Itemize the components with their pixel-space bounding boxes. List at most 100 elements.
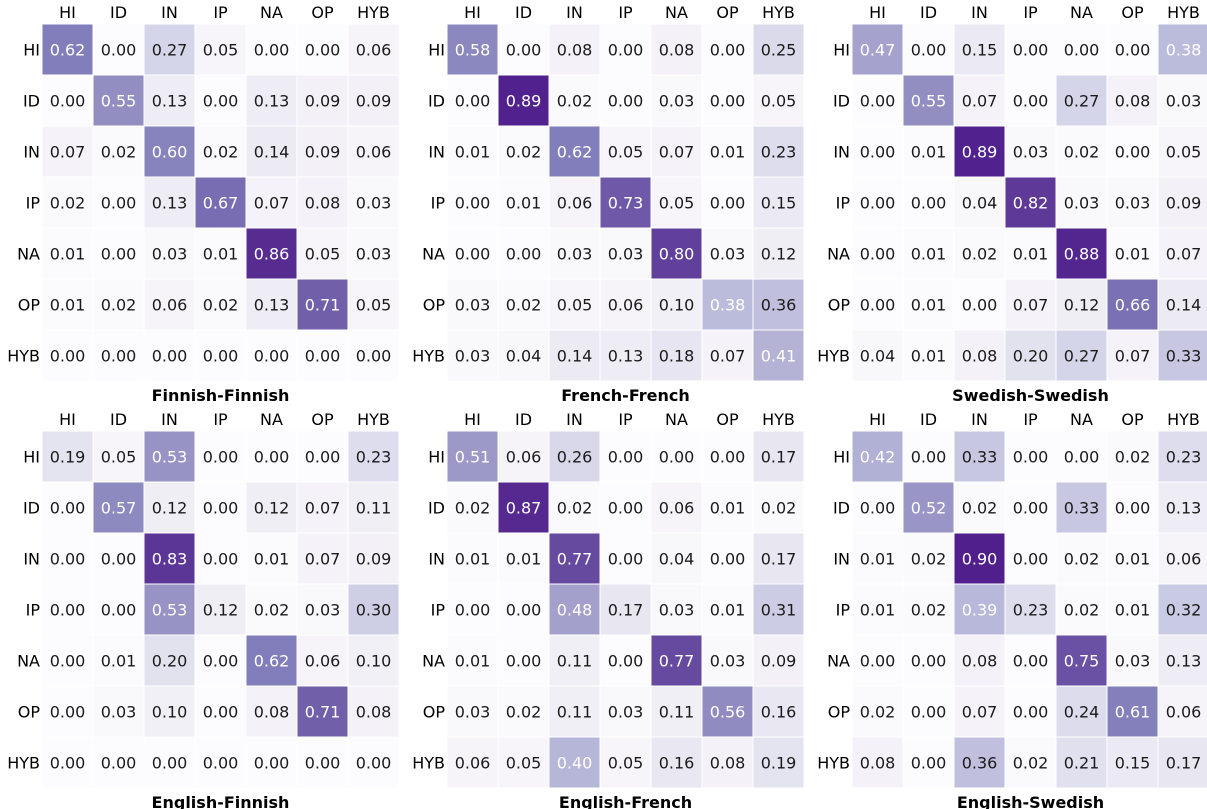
- cell-value-label: 0.05: [659, 194, 695, 213]
- heatmap-cell: [194, 481, 247, 534]
- cell-value-label: 0.02: [50, 194, 86, 213]
- heatmap-cell: [194, 125, 247, 178]
- cell-value-label: 0.27: [1064, 92, 1100, 111]
- heatmap-cell: [902, 227, 955, 280]
- heatmap-cell: [143, 125, 196, 178]
- cell-value-label: 0.40: [557, 754, 593, 773]
- cell-value-label: 0.08: [254, 703, 290, 722]
- cell-value-label: 0.01: [1013, 245, 1049, 264]
- cell-value-label: 0.07: [305, 550, 341, 569]
- cell-value-label: 0.19: [761, 754, 797, 773]
- cell-value-label: 0.00: [710, 41, 746, 60]
- heatmap-cell: [497, 481, 550, 534]
- heatmap-cell: [650, 532, 703, 585]
- cell-value-label: 0.01: [1115, 245, 1151, 264]
- cell-value-label: 0.60: [152, 143, 188, 162]
- y-tick-label: NA: [17, 652, 40, 671]
- heatmap-cell: [41, 532, 94, 585]
- cell-value-label: 0.01: [455, 652, 491, 671]
- cell-value-label: 0.01: [911, 296, 947, 315]
- cell-value-label: 0.00: [203, 448, 239, 467]
- cell-value-label: 0.02: [557, 92, 593, 111]
- x-tick-label: OP: [716, 3, 739, 22]
- heatmap-cell: [347, 278, 400, 331]
- x-tick-label: HYB: [1167, 410, 1200, 429]
- cell-value-label: 0.00: [203, 347, 239, 366]
- heatmap-cell: [953, 74, 1006, 127]
- heatmap-cell: [1106, 176, 1159, 229]
- heatmap-cell: [497, 430, 550, 483]
- heatmap-panel: 0.62 0.00 0.27 0.05 0.00 0.00 0.06 0.00 0.55 0.13…: [7, 3, 400, 405]
- cell-value-label: 0.00: [911, 754, 947, 773]
- cell-value-label: 0.00: [50, 499, 86, 518]
- y-tick-label: ID: [833, 92, 850, 111]
- cell-value-label: 0.00: [305, 41, 341, 60]
- heatmap-cell: [245, 481, 298, 534]
- cell-value-label: 0.48: [557, 601, 593, 620]
- heatmap-cell: [446, 329, 499, 382]
- cell-value-label: 0.02: [506, 296, 542, 315]
- heatmap-cell: [446, 227, 499, 280]
- cell-value-label: 0.13: [254, 296, 290, 315]
- cell-value-label: 0.51: [455, 448, 491, 467]
- cell-value-label: 0.00: [710, 448, 746, 467]
- x-tick-label: HYB: [1167, 3, 1200, 22]
- heatmap-cell: [548, 481, 601, 534]
- cell-value-label: 0.00: [860, 245, 896, 264]
- heatmap-cell: [446, 23, 499, 76]
- heatmap-cell: [902, 481, 955, 534]
- cell-value-label: 0.55: [911, 92, 947, 111]
- heatmap-cell: [143, 736, 196, 789]
- cell-value-label: 0.00: [860, 143, 896, 162]
- y-tick-label: NA: [422, 245, 445, 264]
- cell-value-label: 0.01: [860, 601, 896, 620]
- y-tick-label: ID: [23, 92, 40, 111]
- y-tick-label: HI: [428, 448, 445, 467]
- y-tick-label: HYB: [7, 347, 40, 366]
- heatmap-cell: [497, 736, 550, 789]
- cell-value-label: 0.00: [455, 194, 491, 213]
- cell-value-label: 0.01: [50, 296, 86, 315]
- heatmap-cell: [1055, 430, 1108, 483]
- x-tick-label: ID: [515, 3, 532, 22]
- cell-value-label: 0.16: [761, 703, 797, 722]
- cell-value-label: 0.00: [50, 347, 86, 366]
- cell-value-label: 0.17: [761, 550, 797, 569]
- cell-value-label: 0.00: [152, 347, 188, 366]
- heatmap-cell: [548, 176, 601, 229]
- cell-value-label: 0.06: [356, 41, 392, 60]
- heatmap-cell: [1106, 430, 1159, 483]
- cell-value-label: 0.17: [761, 448, 797, 467]
- cell-value-label: 0.23: [761, 143, 797, 162]
- cell-value-label: 0.03: [455, 296, 491, 315]
- cell-value-label: 0.02: [1013, 754, 1049, 773]
- heatmap-cell: [599, 278, 652, 331]
- cell-value-label: 0.32: [1166, 601, 1202, 620]
- cell-value-label: 0.36: [761, 296, 797, 315]
- heatmap-cell: [1157, 685, 1207, 738]
- cell-value-label: 0.00: [203, 92, 239, 111]
- y-tick-label: OP: [828, 296, 851, 315]
- heatmap-cell: [1106, 532, 1159, 585]
- cell-value-label: 0.08: [305, 194, 341, 213]
- heatmap-cell: [1055, 74, 1108, 127]
- heatmap-cell: [548, 532, 601, 585]
- heatmap-cell: [296, 23, 349, 76]
- cell-value-label: 0.00: [608, 499, 644, 518]
- cell-value-label: 0.10: [152, 703, 188, 722]
- heatmap-cell: [143, 74, 196, 127]
- heatmap-cell: [1157, 430, 1207, 483]
- cell-value-label: 0.00: [860, 499, 896, 518]
- heatmap-cell: [902, 23, 955, 76]
- cell-value-label: 0.00: [1013, 92, 1049, 111]
- heatmap-cell: [752, 583, 805, 636]
- cell-value-label: 0.06: [455, 754, 491, 773]
- cell-value-label: 0.67: [203, 194, 239, 213]
- cell-value-label: 0.08: [710, 754, 746, 773]
- cell-value-label: 0.04: [506, 347, 542, 366]
- heatmap-cell: [650, 736, 703, 789]
- cell-value-label: 0.00: [50, 754, 86, 773]
- heatmap-cell: [143, 685, 196, 738]
- heatmap-cell: [1055, 176, 1108, 229]
- cell-value-label: 0.00: [608, 652, 644, 671]
